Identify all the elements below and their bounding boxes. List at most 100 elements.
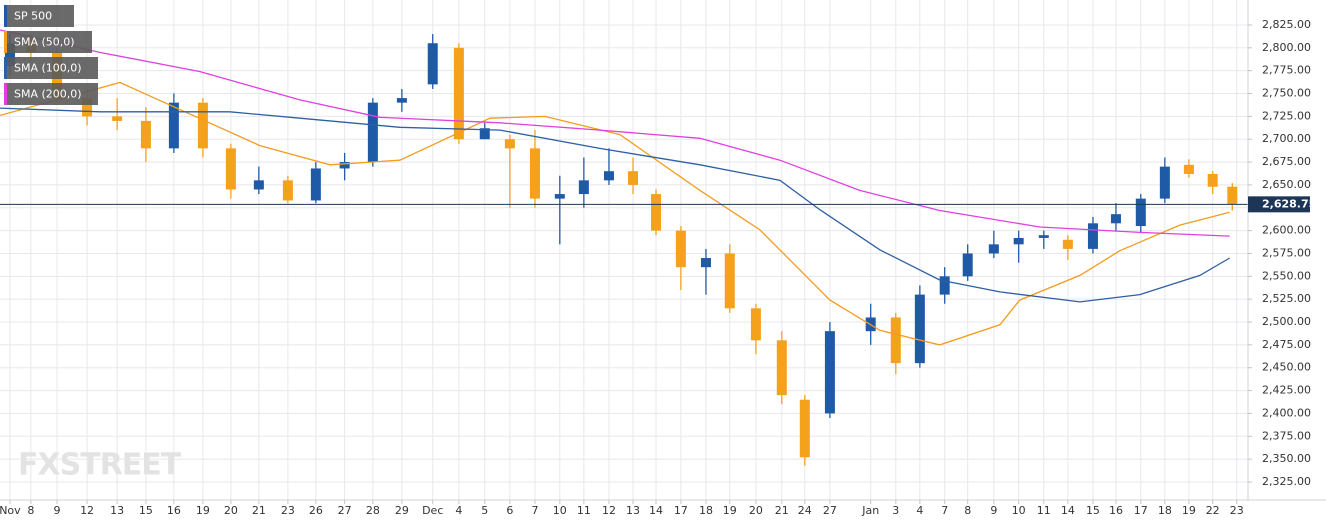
y-tick-label: 2,375.00 <box>1262 429 1311 442</box>
y-tick-label: 2,800.00 <box>1262 41 1311 54</box>
candle-body <box>82 98 93 117</box>
candle-body <box>197 102 208 149</box>
candle-body <box>310 168 321 201</box>
legend-label: SMA (200,0) <box>14 88 82 101</box>
candle-body <box>427 43 438 85</box>
candle-body <box>4 43 15 67</box>
x-tick-label: 11 <box>577 504 591 517</box>
candle-body <box>799 399 810 458</box>
x-tick-label: 28 <box>366 504 380 517</box>
candle-body <box>962 253 973 277</box>
candle-body <box>367 102 378 163</box>
candle-body <box>529 148 540 199</box>
axes: 2,325.00 2,350.00 2,375.00 2,400.00 2,425.00… <box>0 18 1316 517</box>
y-tick-label: 2,650.00 <box>1262 178 1311 191</box>
legend-swatch <box>4 5 7 27</box>
candle-body <box>1159 166 1170 199</box>
legend-swatch <box>4 83 7 105</box>
legend-box <box>4 83 98 105</box>
x-tick-label: 13 <box>110 504 124 517</box>
x-tick-label: 18 <box>1158 504 1172 517</box>
y-tick-label: 2,675.00 <box>1262 155 1311 168</box>
candle-body <box>939 276 950 295</box>
x-tick-label: 19 <box>196 504 210 517</box>
candle-body <box>339 162 350 169</box>
x-tick-label: Dec <box>422 504 443 517</box>
x-tick-label: 7 <box>941 504 948 517</box>
y-tick-label: 2,525.00 <box>1262 292 1311 305</box>
x-tick-label: 10 <box>1012 504 1026 517</box>
x-tick-label: 10 <box>553 504 567 517</box>
x-tick-label: 16 <box>167 504 181 517</box>
y-tick-label: 2,450.00 <box>1262 361 1311 374</box>
sma-line <box>0 81 1230 346</box>
legend-box <box>4 5 74 27</box>
x-tick-label: 14 <box>649 504 663 517</box>
sma-line <box>0 107 1231 303</box>
y-tick-label: 2,500.00 <box>1262 315 1311 328</box>
x-tick-label: 9 <box>990 504 997 517</box>
y-tick-label: 2,350.00 <box>1262 452 1311 465</box>
x-tick-label: 15 <box>1086 504 1100 517</box>
candle-body <box>675 230 686 268</box>
candle-body <box>479 128 490 140</box>
candle-body <box>112 116 123 121</box>
x-tick-label: 4 <box>916 504 923 517</box>
candle-body <box>578 180 589 195</box>
x-tick-label: 12 <box>80 504 94 517</box>
x-tick-label: 3 <box>892 504 899 517</box>
x-tick-label: 23 <box>1230 504 1244 517</box>
candle-body <box>700 258 711 268</box>
grid <box>0 0 1248 500</box>
x-tick-label: 19 <box>723 504 737 517</box>
legend: SP 500 SMA (50,0) SMA (100,0) SMA (200,0) <box>4 5 98 105</box>
x-tick-label: Nov <box>0 504 21 517</box>
x-tick-label: 21 <box>252 504 266 517</box>
candle-body <box>603 171 614 181</box>
x-tick-label: 4 <box>455 504 462 517</box>
candle-body <box>1013 237 1024 245</box>
y-tick-label: 2,325.00 <box>1262 475 1311 488</box>
candle-body <box>1207 173 1218 187</box>
candle-body <box>988 244 999 254</box>
x-tick-label: 12 <box>602 504 616 517</box>
x-tick-label: 11 <box>1037 504 1051 517</box>
legend-swatch <box>4 31 7 53</box>
sma-line <box>0 29 1230 237</box>
candle-body <box>724 253 735 309</box>
candle-body <box>168 102 179 149</box>
x-tick-label: 16 <box>1109 504 1123 517</box>
x-tick-label: 8 <box>964 504 971 517</box>
legend-label: SMA (50,0) <box>14 36 75 49</box>
x-tick-label: 27 <box>823 504 837 517</box>
candle-body <box>1135 198 1146 227</box>
x-tick-label: 5 <box>481 504 488 517</box>
candle-body <box>750 308 761 341</box>
y-tick-label: 2,775.00 <box>1262 64 1311 77</box>
x-tick-label: 20 <box>749 504 763 517</box>
last-price-box <box>1248 196 1310 213</box>
x-tick-label: 24 <box>798 504 812 517</box>
y-tick-label: 2,550.00 <box>1262 269 1311 282</box>
candle-body <box>890 317 901 364</box>
x-tick-label: 22 <box>1206 504 1220 517</box>
legend-box <box>4 57 98 79</box>
legend-label: SP 500 <box>14 10 52 23</box>
last-price-label: 2,628.75 <box>1262 197 1316 210</box>
x-tick-label: 21 <box>775 504 789 517</box>
candle-body <box>776 340 787 396</box>
x-tick-label: 27 <box>338 504 352 517</box>
candle-body <box>140 120 151 149</box>
legend-box <box>4 31 92 53</box>
legend-swatch <box>4 57 7 79</box>
y-tick-label: 2,825.00 <box>1262 18 1311 31</box>
candle-body <box>253 180 264 190</box>
x-tick-label: Jan <box>861 504 879 517</box>
candle-body <box>1183 164 1194 174</box>
y-tick-label: 2,425.00 <box>1262 384 1311 397</box>
y-tick-label: 2,725.00 <box>1262 109 1311 122</box>
candle-body <box>1062 239 1073 249</box>
x-tick-label: 8 <box>27 504 34 517</box>
